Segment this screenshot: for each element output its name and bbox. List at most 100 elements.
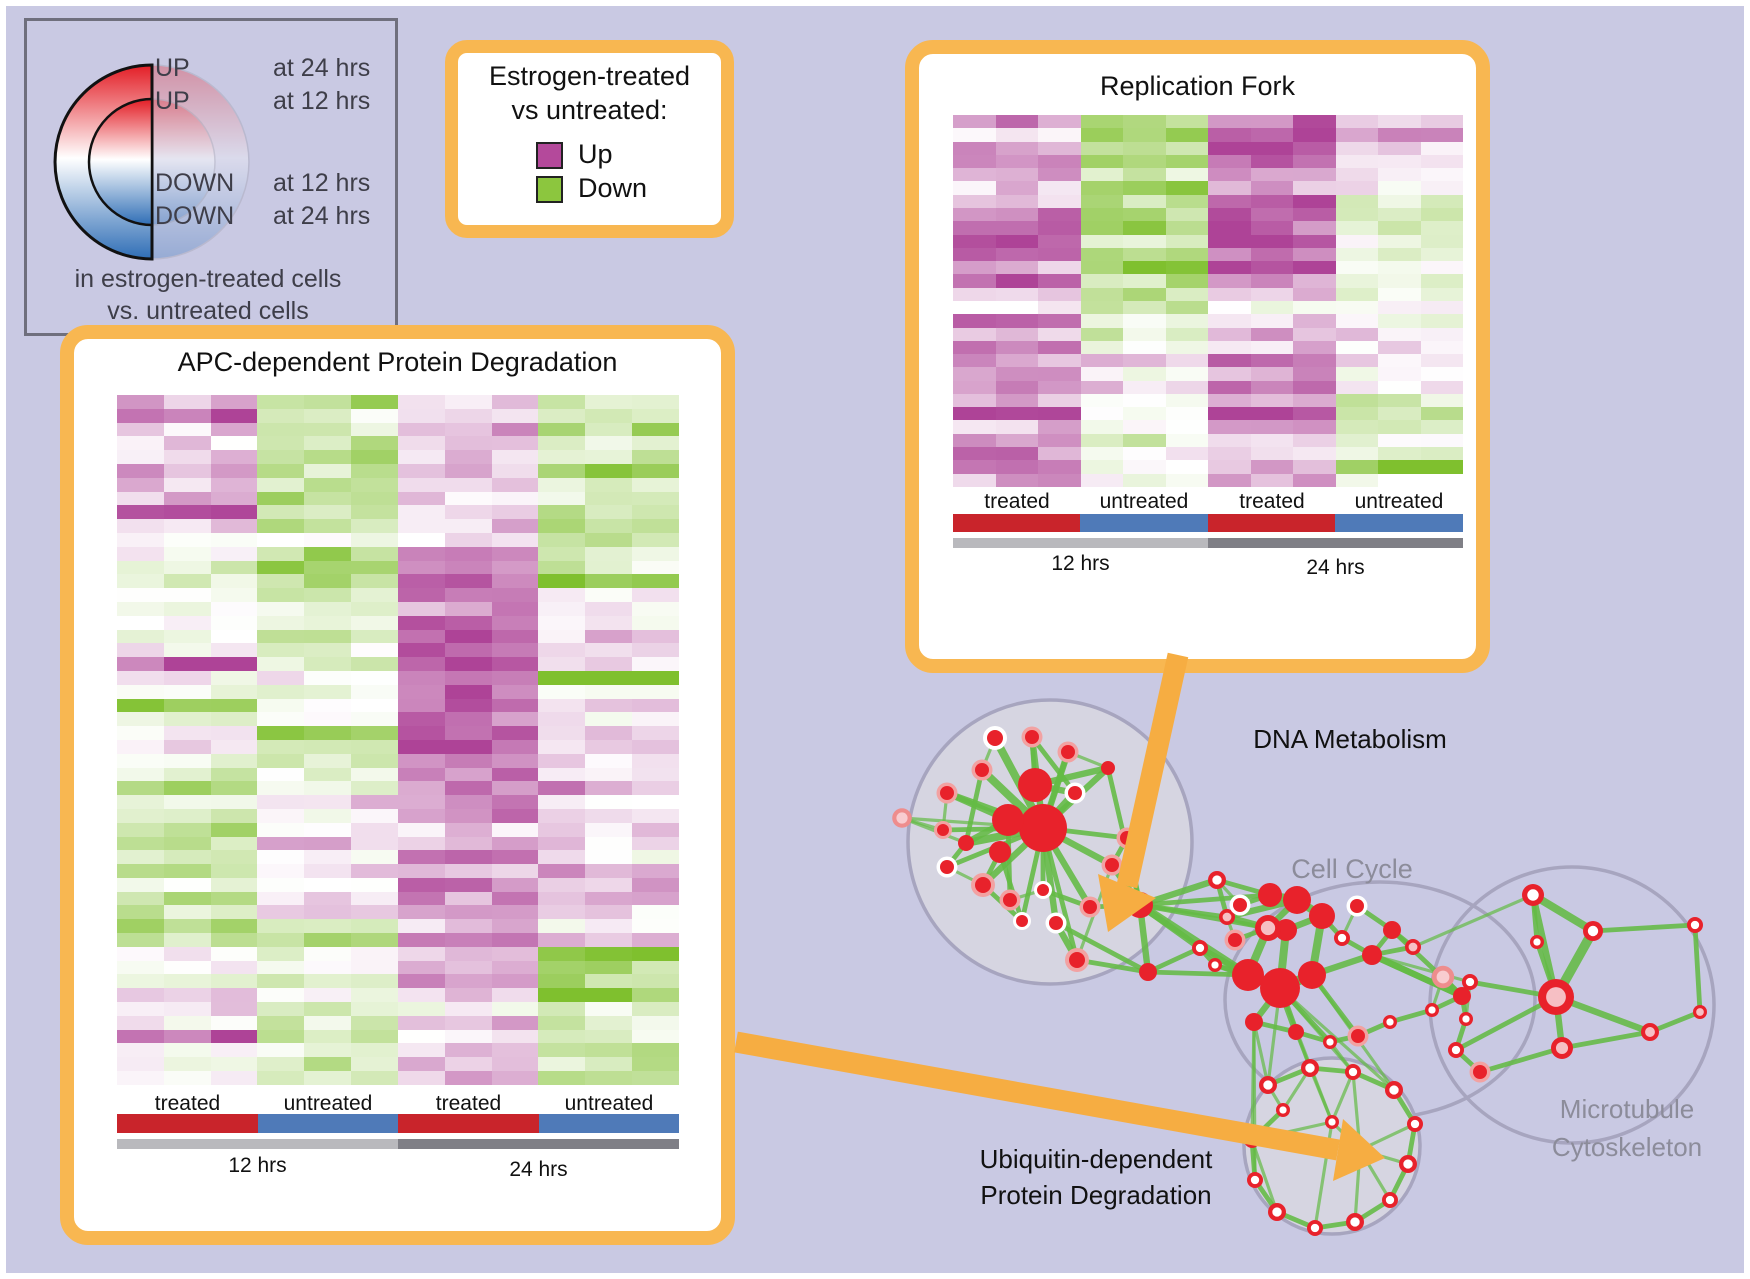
heatmap-cell	[632, 891, 679, 906]
network-node	[1069, 952, 1085, 968]
heatmap-cell	[351, 974, 398, 989]
heatmap-cell	[632, 712, 679, 727]
heatmap-cell	[1123, 287, 1166, 301]
heatmap-cell	[995, 261, 1038, 275]
heatmap-cell	[585, 1057, 633, 1072]
network-node	[940, 860, 954, 874]
heatmap-cell	[163, 1002, 211, 1016]
heatmap-cell	[1293, 207, 1336, 222]
ring-direction-down-24: DOWN	[155, 202, 235, 230]
heatmap-cell	[538, 436, 586, 451]
heatmap-cell	[163, 726, 211, 740]
heatmap-cell	[1208, 221, 1251, 235]
heatmap-cell	[163, 601, 211, 616]
heatmap-cell	[585, 1043, 633, 1058]
heatmap-cell	[995, 300, 1038, 315]
heatmap-cell	[304, 422, 352, 437]
heatmap-cell	[444, 408, 492, 423]
heatmap-cell	[1080, 367, 1123, 381]
heatmap-cell	[1420, 420, 1463, 434]
heatmap-cell	[995, 115, 1038, 129]
heatmap-cell	[257, 588, 305, 602]
heatmap-cell	[953, 393, 996, 408]
heatmap-cell	[1208, 141, 1251, 155]
heatmap-cell	[1080, 380, 1123, 394]
heatmap-row	[953, 367, 1463, 381]
network-edge	[1145, 969, 1251, 978]
heatmap-cell	[1420, 154, 1463, 169]
heatmap-cell	[1208, 473, 1251, 487]
heatmap-cell	[304, 395, 352, 409]
heatmap-cell	[953, 340, 996, 355]
heatmap-row	[117, 781, 679, 796]
heatmap-cell	[538, 643, 586, 658]
heatmap-cell	[1038, 287, 1081, 301]
heatmap-cell	[585, 712, 633, 727]
heatmap-cell	[444, 753, 492, 768]
heatmap-cell	[397, 422, 445, 437]
rf-untreated-bar-24	[1335, 514, 1463, 532]
heatmap-cell	[397, 615, 445, 630]
heatmap-cell	[491, 546, 539, 561]
heatmap-cell	[117, 546, 164, 561]
ring-direction-up-12: UP	[155, 87, 190, 115]
heatmap-cell	[1038, 340, 1081, 355]
heatmap-cell	[1080, 207, 1123, 222]
heatmap-row	[117, 712, 679, 727]
heatmap-cell	[397, 395, 445, 409]
heatmap-cell	[1123, 261, 1166, 275]
heatmap-cell	[1123, 367, 1166, 381]
heatmap-cell	[585, 629, 633, 644]
heatmap-cell	[1335, 367, 1378, 381]
heatmap-cell	[1250, 327, 1293, 341]
heatmap-cell	[257, 712, 305, 727]
heatmap-cell	[995, 314, 1038, 328]
network-node	[1228, 933, 1242, 947]
heatmap-cell	[1420, 207, 1463, 222]
heatmap-cell	[163, 795, 211, 809]
heatmap-cell	[1420, 473, 1463, 487]
heatmap-cell	[1038, 420, 1081, 434]
heatmap-cell	[351, 836, 398, 851]
heatmap-cell	[1420, 407, 1463, 421]
heatmap-cell	[1123, 407, 1166, 421]
heatmap-cell	[444, 726, 492, 740]
heatmap-cell	[1123, 327, 1166, 341]
heatmap-cell	[1165, 460, 1208, 474]
heatmap-cell	[1335, 274, 1378, 288]
network-node	[1212, 875, 1222, 885]
heatmap-cell	[538, 864, 586, 878]
heatmap-cell	[351, 864, 398, 878]
heatmap-row	[117, 505, 679, 520]
heatmap-cell	[117, 505, 164, 520]
heatmap-cell	[1208, 314, 1251, 328]
heatmap-cell	[1250, 261, 1293, 275]
heatmap-cell	[444, 739, 492, 754]
network-edge	[1559, 1029, 1653, 1051]
heatmap-cell	[995, 367, 1038, 381]
heatmap-row	[117, 588, 679, 602]
heatmap-cell	[163, 629, 211, 644]
heatmap-cell	[1293, 314, 1336, 328]
apc-group-label-treated-24: treated	[435, 1092, 502, 1115]
heatmap-cell	[397, 463, 445, 478]
heatmap-cell	[397, 822, 445, 837]
heatmap-cell	[397, 739, 445, 754]
heatmap-cell	[585, 422, 633, 437]
heatmap-cell	[1335, 473, 1378, 487]
heatmap-cell	[491, 615, 539, 630]
heatmap-cell	[444, 712, 492, 727]
heatmap-cell	[397, 753, 445, 768]
heatmap-cell	[1378, 433, 1421, 448]
heatmap-cell	[351, 395, 398, 409]
heatmap-row	[117, 684, 679, 699]
heatmap-cell	[1293, 460, 1336, 474]
network-node	[1025, 730, 1039, 744]
heatmap-cell	[538, 491, 586, 506]
heatmap-cell	[585, 684, 633, 699]
heatmap-row	[117, 808, 679, 823]
heatmap-cell	[491, 767, 539, 782]
heatmap-cell	[632, 574, 679, 589]
heatmap-cell	[304, 836, 352, 851]
heatmap-row	[117, 767, 679, 782]
